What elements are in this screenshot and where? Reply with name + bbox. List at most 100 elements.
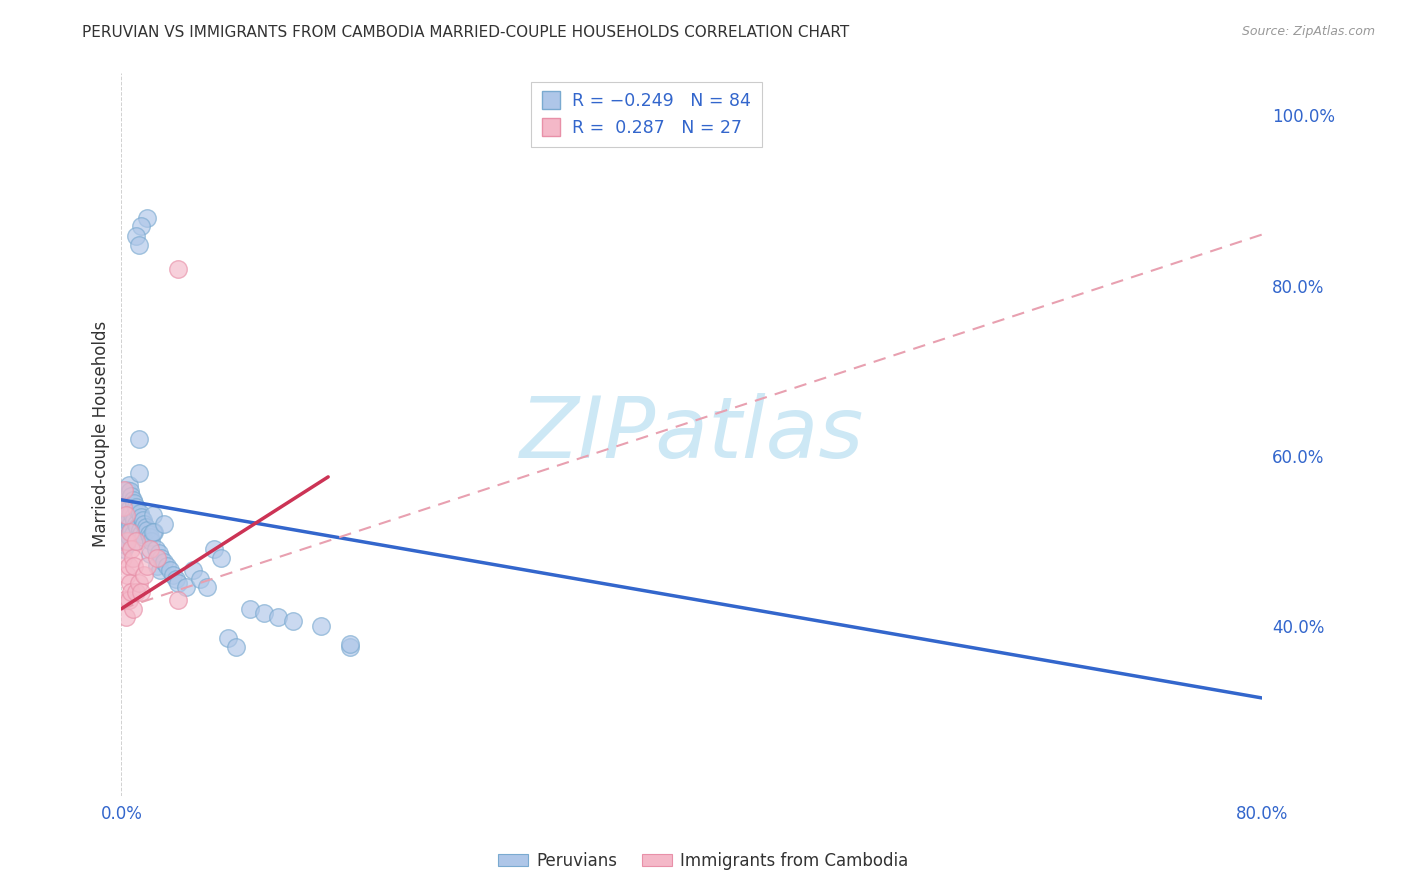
Point xyxy=(120,490,142,504)
Point xyxy=(128,576,150,591)
Point xyxy=(122,559,145,574)
Point xyxy=(224,640,246,654)
Point xyxy=(121,550,143,565)
Point xyxy=(122,496,145,510)
Point xyxy=(117,529,139,543)
Point xyxy=(309,618,332,632)
Point xyxy=(125,516,148,531)
Point xyxy=(150,550,173,565)
Point xyxy=(239,601,262,615)
Point xyxy=(115,483,138,497)
Point xyxy=(136,524,159,538)
Point xyxy=(167,576,190,591)
Point xyxy=(117,495,139,509)
Point xyxy=(115,533,138,548)
Point xyxy=(121,509,143,524)
Point xyxy=(122,513,145,527)
Legend: Peruvians, Immigrants from Cambodia: Peruvians, Immigrants from Cambodia xyxy=(491,846,915,877)
Point xyxy=(167,593,190,607)
Point xyxy=(115,567,138,582)
Point xyxy=(165,572,187,586)
Point xyxy=(209,550,232,565)
Point xyxy=(120,507,142,521)
Point xyxy=(125,584,148,599)
Point xyxy=(139,542,162,557)
Point xyxy=(202,542,225,557)
Point xyxy=(128,466,150,480)
Y-axis label: Married-couple Households: Married-couple Households xyxy=(93,321,110,548)
Point xyxy=(112,508,135,523)
Point xyxy=(134,516,156,531)
Point xyxy=(153,516,176,531)
Point xyxy=(188,572,211,586)
Point xyxy=(125,533,148,548)
Point xyxy=(281,615,304,629)
Point xyxy=(159,563,181,577)
Point xyxy=(121,526,143,541)
Point xyxy=(156,559,179,574)
Point xyxy=(142,525,165,540)
Point xyxy=(181,563,204,577)
Point xyxy=(117,478,139,492)
Point xyxy=(117,512,139,526)
Point xyxy=(118,576,141,591)
Point xyxy=(267,610,290,624)
Point xyxy=(217,632,239,646)
Point xyxy=(131,509,153,524)
Point xyxy=(115,533,138,548)
Point xyxy=(120,542,142,557)
Point xyxy=(128,237,150,252)
Legend: R = −0.249   N = 84, R =  0.287   N = 27: R = −0.249 N = 84, R = 0.287 N = 27 xyxy=(530,82,762,147)
Point xyxy=(162,567,184,582)
Point xyxy=(111,500,134,514)
Point xyxy=(111,500,134,514)
Point xyxy=(134,567,156,582)
Text: Source: ZipAtlas.com: Source: ZipAtlas.com xyxy=(1241,25,1375,38)
Point xyxy=(112,542,135,557)
Point xyxy=(149,563,172,577)
Point xyxy=(136,559,159,574)
Point xyxy=(114,538,136,552)
Text: PERUVIAN VS IMMIGRANTS FROM CAMBODIA MARRIED-COUPLE HOUSEHOLDS CORRELATION CHART: PERUVIAN VS IMMIGRANTS FROM CAMBODIA MAR… xyxy=(82,25,849,40)
Point xyxy=(114,487,136,501)
Point xyxy=(146,550,169,565)
Point xyxy=(120,584,142,599)
Point xyxy=(136,211,159,225)
Point xyxy=(111,550,134,565)
Point xyxy=(111,533,134,548)
Point xyxy=(131,219,153,233)
Point xyxy=(167,261,190,276)
Point xyxy=(127,503,149,517)
Point xyxy=(129,524,152,538)
Point xyxy=(111,516,134,531)
Point xyxy=(174,581,197,595)
Point xyxy=(153,555,176,569)
Text: ZIPatlas: ZIPatlas xyxy=(520,392,863,475)
Point xyxy=(143,525,166,540)
Point xyxy=(125,500,148,514)
Point xyxy=(253,606,276,620)
Point xyxy=(114,504,136,518)
Point xyxy=(139,530,162,544)
Point xyxy=(132,513,155,527)
Point xyxy=(114,521,136,535)
Point xyxy=(117,559,139,574)
Point xyxy=(135,520,157,534)
Point xyxy=(145,542,167,557)
Point xyxy=(121,601,143,615)
Point xyxy=(131,526,153,541)
Point xyxy=(339,640,361,654)
Point xyxy=(115,516,138,531)
Point xyxy=(112,525,135,540)
Point xyxy=(146,559,169,574)
Point xyxy=(132,530,155,544)
Point xyxy=(141,533,163,548)
Point xyxy=(128,432,150,446)
Point xyxy=(125,533,148,548)
Point xyxy=(121,492,143,507)
Point xyxy=(115,500,138,514)
Point xyxy=(339,637,361,651)
Point xyxy=(112,483,135,497)
Point xyxy=(118,484,141,499)
Point xyxy=(114,610,136,624)
